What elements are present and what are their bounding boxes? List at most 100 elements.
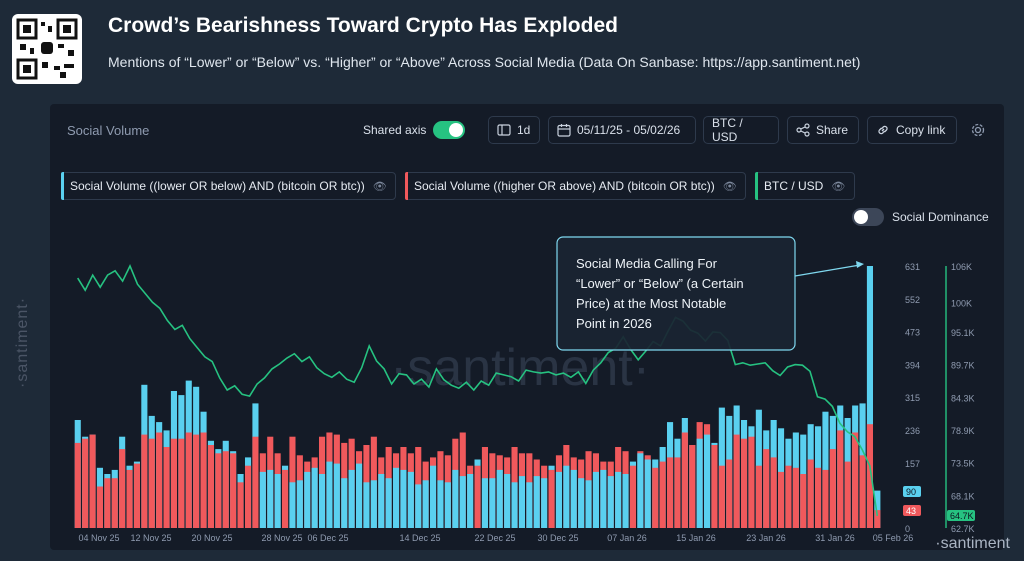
- panel-title: Social Volume: [67, 123, 150, 138]
- bar-lower-below: [311, 467, 318, 528]
- x-tick: 05 Feb 26: [873, 533, 914, 543]
- bar-higher-above: [252, 436, 259, 528]
- bar-higher-above: [230, 453, 237, 528]
- bar-lower-below: [341, 478, 348, 528]
- bar-lower-below: [267, 469, 274, 528]
- interval-button[interactable]: 1d: [488, 116, 540, 144]
- bar-higher-above: [119, 449, 126, 528]
- shared-axis-toggle[interactable]: [433, 121, 465, 139]
- bar-higher-above: [837, 430, 844, 528]
- bar-higher-above: [185, 432, 192, 528]
- bar-higher-above: [200, 432, 207, 528]
- metric-higher-above[interactable]: Social Volume ((higher OR above) AND (bi…: [405, 172, 746, 200]
- bar-higher-above: [726, 459, 733, 528]
- bar-higher-above: [874, 510, 881, 528]
- bar-lower-below: [637, 453, 644, 528]
- bar-lower-below: [274, 474, 281, 528]
- date-range-button[interactable]: 05/11/25 - 05/02/26: [548, 116, 696, 144]
- bar-lower-below: [533, 476, 540, 528]
- bar-higher-above: [141, 434, 148, 528]
- bar-higher-above: [829, 449, 836, 528]
- annotation-arrow: [794, 264, 861, 277]
- bar-lower-below: [467, 474, 474, 528]
- x-tick: 07 Jan 26: [607, 533, 647, 543]
- share-icon: [796, 123, 810, 137]
- bar-higher-above: [770, 457, 777, 528]
- bar-higher-above: [785, 465, 792, 528]
- bar-lower-below: [511, 482, 518, 528]
- bar-higher-above: [674, 457, 681, 528]
- x-tick: 04 Nov 25: [78, 533, 119, 543]
- y-left-tick: 315: [905, 393, 920, 403]
- pair-label: BTC / USD: [712, 116, 743, 144]
- eye-icon[interactable]: 👁: [722, 180, 737, 193]
- bar-lower-below: [822, 411, 829, 528]
- social-dominance-toggle[interactable]: [852, 208, 884, 226]
- bar-higher-above: [859, 455, 866, 528]
- bar-higher-above: [733, 434, 740, 528]
- bar-higher-above: [822, 469, 829, 528]
- bar-higher-above: [844, 461, 851, 528]
- bar-higher-above: [170, 438, 177, 528]
- eye-icon[interactable]: 👁: [831, 180, 846, 193]
- social-dominance-label: Social Dominance: [892, 210, 989, 224]
- bar-higher-above: [815, 467, 822, 528]
- share-label: Share: [816, 123, 849, 137]
- bar-lower-below: [326, 461, 333, 528]
- metric-label: BTC / USD: [764, 179, 824, 193]
- metric-label: Social Volume ((higher OR above) AND (bi…: [414, 179, 715, 193]
- pair-button[interactable]: BTC / USD: [703, 116, 779, 144]
- bar-higher-above: [207, 445, 214, 528]
- bar-lower-below: [437, 480, 444, 528]
- bar-higher-above: [156, 432, 163, 528]
- copy-link-label: Copy link: [896, 123, 946, 137]
- badge-higher-above: [903, 505, 921, 516]
- bar-higher-above: [689, 445, 696, 528]
- bar-lower-below: [696, 438, 703, 528]
- metric-lower-below[interactable]: Social Volume ((lower OR below) AND (bit…: [61, 172, 396, 200]
- link-icon: [878, 125, 888, 135]
- bar-higher-above: [104, 478, 111, 528]
- y-left-tick: 157: [905, 459, 920, 469]
- metric-btc-usd[interactable]: BTC / USD 👁: [755, 172, 855, 200]
- bar-higher-above: [852, 432, 859, 528]
- share-button[interactable]: Share: [787, 116, 859, 144]
- bar-lower-below: [704, 434, 711, 528]
- bar-lower-below: [348, 469, 355, 528]
- bar-lower-below: [422, 480, 429, 528]
- bar-higher-above: [74, 442, 81, 528]
- bar-lower-below: [481, 478, 488, 528]
- annotation-line: Point in 2026: [576, 316, 652, 331]
- bar-higher-above: [755, 465, 762, 528]
- bar-higher-above: [237, 482, 244, 528]
- x-tick: 12 Nov 25: [130, 533, 171, 543]
- bar-lower-below: [378, 474, 385, 528]
- bar-higher-above: [681, 432, 688, 528]
- watermark-bottom-right: ·santiment: [935, 535, 1010, 552]
- bar-lower-below: [333, 463, 340, 528]
- annotation-box: [556, 236, 796, 351]
- bar-higher-above: [778, 471, 785, 528]
- bar-lower-below: [459, 476, 466, 528]
- settings-gear-icon[interactable]: [970, 122, 986, 143]
- eye-icon[interactable]: 👁: [372, 180, 387, 193]
- bar-lower-below: [578, 478, 585, 528]
- bar-lower-below: [607, 476, 614, 528]
- bar-higher-above: [148, 438, 155, 528]
- btc-price-line: [77, 264, 879, 517]
- bar-higher-above: [807, 459, 814, 528]
- calendar-icon: [557, 124, 571, 137]
- bar-higher-above: [111, 478, 118, 528]
- bar-higher-above: [222, 451, 229, 528]
- copy-link-button[interactable]: Copy link: [867, 116, 957, 144]
- page-title: Crowd’s Bearishness Toward Crypto Has Ex…: [108, 14, 618, 37]
- x-tick: 06 Dec 25: [307, 533, 348, 543]
- qr-code: [12, 14, 82, 84]
- bar-higher-above: [82, 438, 89, 528]
- bar-lower-below: [304, 471, 311, 528]
- badge-btc-value: 64.7K: [950, 511, 974, 521]
- bar-lower-below: [518, 476, 525, 528]
- bar-lower-below: [370, 480, 377, 528]
- bar-higher-above: [652, 467, 659, 528]
- bar-lower-below: [363, 482, 370, 528]
